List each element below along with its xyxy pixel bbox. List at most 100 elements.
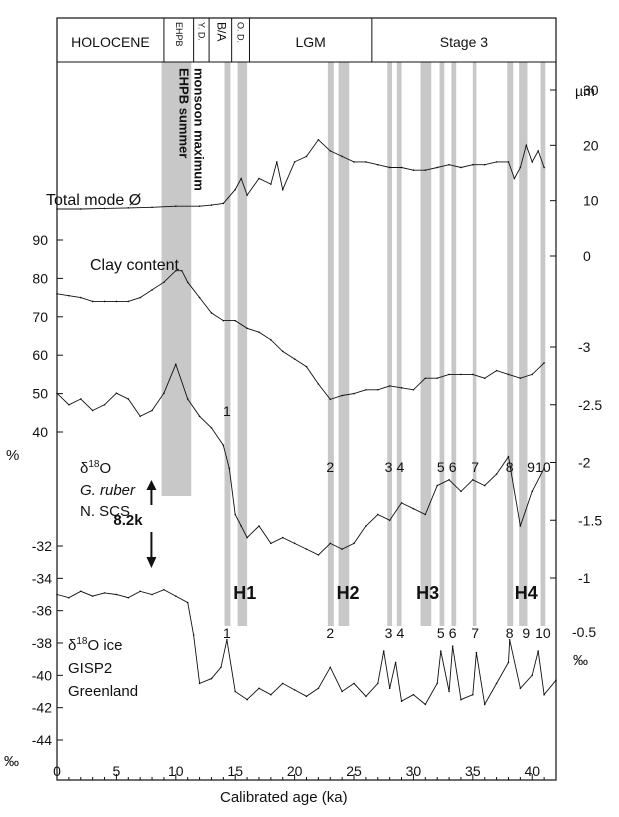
data-point-ruber: [424, 513, 427, 516]
data-point-ruber: [388, 519, 391, 522]
data-point-gisp: [91, 595, 94, 597]
data-point-gisp: [424, 703, 427, 706]
interstadial-label-upper: 2: [326, 459, 334, 475]
data-point-ruber: [483, 484, 486, 487]
data-point-clay: [329, 398, 332, 401]
ruber-region-label: N. SCS: [80, 503, 130, 520]
data-point-clay: [180, 269, 183, 272]
period-label: Y. D.: [196, 22, 206, 41]
interstadial-label-lower: 1: [223, 625, 231, 641]
data-point-mode: [240, 177, 242, 180]
data-point-clay: [376, 388, 379, 391]
period-label: EHPB: [174, 22, 184, 47]
gisp-tick-label: -34: [32, 570, 52, 586]
data-point-ruber: [103, 403, 106, 406]
data-point-gisp: [495, 682, 498, 685]
event-82k-arrowhead-down: [146, 557, 157, 568]
data-point-gisp: [507, 661, 510, 664]
data-point-gisp: [258, 687, 260, 690]
data-point-clay: [448, 373, 450, 376]
period-label: HOLOCENE: [71, 34, 150, 50]
data-point-ruber: [460, 490, 462, 493]
data-point-mode: [483, 163, 486, 166]
data-point-mode: [317, 139, 320, 141]
heinrich-event-label: H2: [337, 583, 360, 603]
data-point-gisp: [388, 687, 391, 690]
data-point-ruber: [186, 398, 189, 400]
gisp-tick-label: -44: [32, 732, 52, 748]
data-point-ruber: [519, 525, 522, 527]
data-point-ruber: [412, 507, 415, 510]
x-tick-label: 10: [168, 763, 184, 779]
data-point-clay: [139, 296, 141, 299]
clay-tick-label: 90: [32, 232, 48, 248]
data-point-mode: [258, 177, 260, 180]
mode-tick-label: 30: [583, 82, 599, 98]
event-bands: EHPB summermonsoon maximum: [161, 62, 546, 626]
data-point-ruber: [258, 525, 260, 527]
data-point-clay: [234, 319, 237, 322]
data-point-ruber: [139, 415, 141, 418]
interstadial-label-upper: 9: [527, 459, 535, 475]
data-point-ruber: [531, 490, 534, 493]
data-point-gisp: [317, 687, 320, 690]
data-point-gisp: [186, 601, 189, 604]
x-tick-label: 25: [346, 763, 362, 779]
data-point-clay: [91, 300, 94, 303]
x-tick-label: 15: [227, 763, 243, 779]
data-point-mode: [507, 161, 510, 163]
data-point-ruber: [293, 542, 296, 545]
data-point-gisp: [151, 593, 153, 596]
data-point-clay: [531, 373, 534, 376]
x-tick-label: 0: [53, 763, 61, 779]
data-point-ruber: [115, 392, 118, 395]
data-point-gisp: [412, 693, 415, 696]
data-point-ruber: [234, 513, 237, 516]
data-point-gisp: [198, 682, 201, 685]
chart-frame: HOLOCENE EHPB Y. D. B/A O. D. LGM Stage 3: [56, 17, 557, 781]
interstadial-label-lower: 2: [326, 625, 334, 641]
data-point-gisp: [210, 677, 213, 680]
data-point-gisp: [305, 695, 308, 698]
event-band: [507, 62, 514, 626]
data-point-clay: [151, 289, 153, 291]
data-point-gisp: [439, 650, 442, 652]
data-point-ruber: [472, 479, 474, 481]
data-point-ruber: [246, 536, 248, 539]
data-point-clay: [210, 312, 213, 314]
data-point-clay: [353, 392, 355, 395]
event-band: [396, 62, 402, 626]
interstadial-label-upper: 6: [449, 459, 457, 475]
data-point-mode: [305, 155, 308, 158]
data-point-mode: [537, 150, 539, 152]
data-point-clay: [281, 350, 284, 353]
period-label: O. D.: [236, 22, 246, 43]
ruber-tick-label: -1.5: [578, 512, 602, 528]
event-band: [439, 62, 445, 626]
data-point-clay: [270, 339, 272, 341]
data-point-clay: [305, 365, 308, 368]
data-point-clay: [412, 388, 415, 391]
clay-tick-label: 50: [32, 386, 48, 402]
mode-tick-label: 20: [583, 137, 599, 153]
data-point-gisp: [192, 634, 195, 636]
data-point-ruber: [270, 542, 272, 545]
x-tick-label: 20: [287, 763, 303, 779]
data-point-ruber: [507, 455, 510, 458]
interstadial-label-upper: 8: [506, 459, 514, 475]
interstadial-label-lower: 3: [385, 625, 393, 641]
period-label: LGM: [295, 34, 325, 50]
data-point-gisp: [175, 595, 177, 597]
event-band: [519, 62, 528, 626]
interstadial-label-lower: 5: [437, 625, 445, 641]
data-point-mode: [436, 166, 438, 169]
data-point-clay: [186, 281, 189, 284]
interstadial-label-lower: 9: [522, 625, 530, 641]
data-point-ruber: [353, 542, 355, 545]
data-point-ruber: [228, 467, 231, 470]
series-layer: [56, 139, 557, 706]
data-point-gisp: [460, 698, 462, 701]
data-point-gisp: [543, 693, 545, 696]
data-point-mode: [293, 161, 296, 163]
data-point-gisp: [329, 666, 332, 669]
